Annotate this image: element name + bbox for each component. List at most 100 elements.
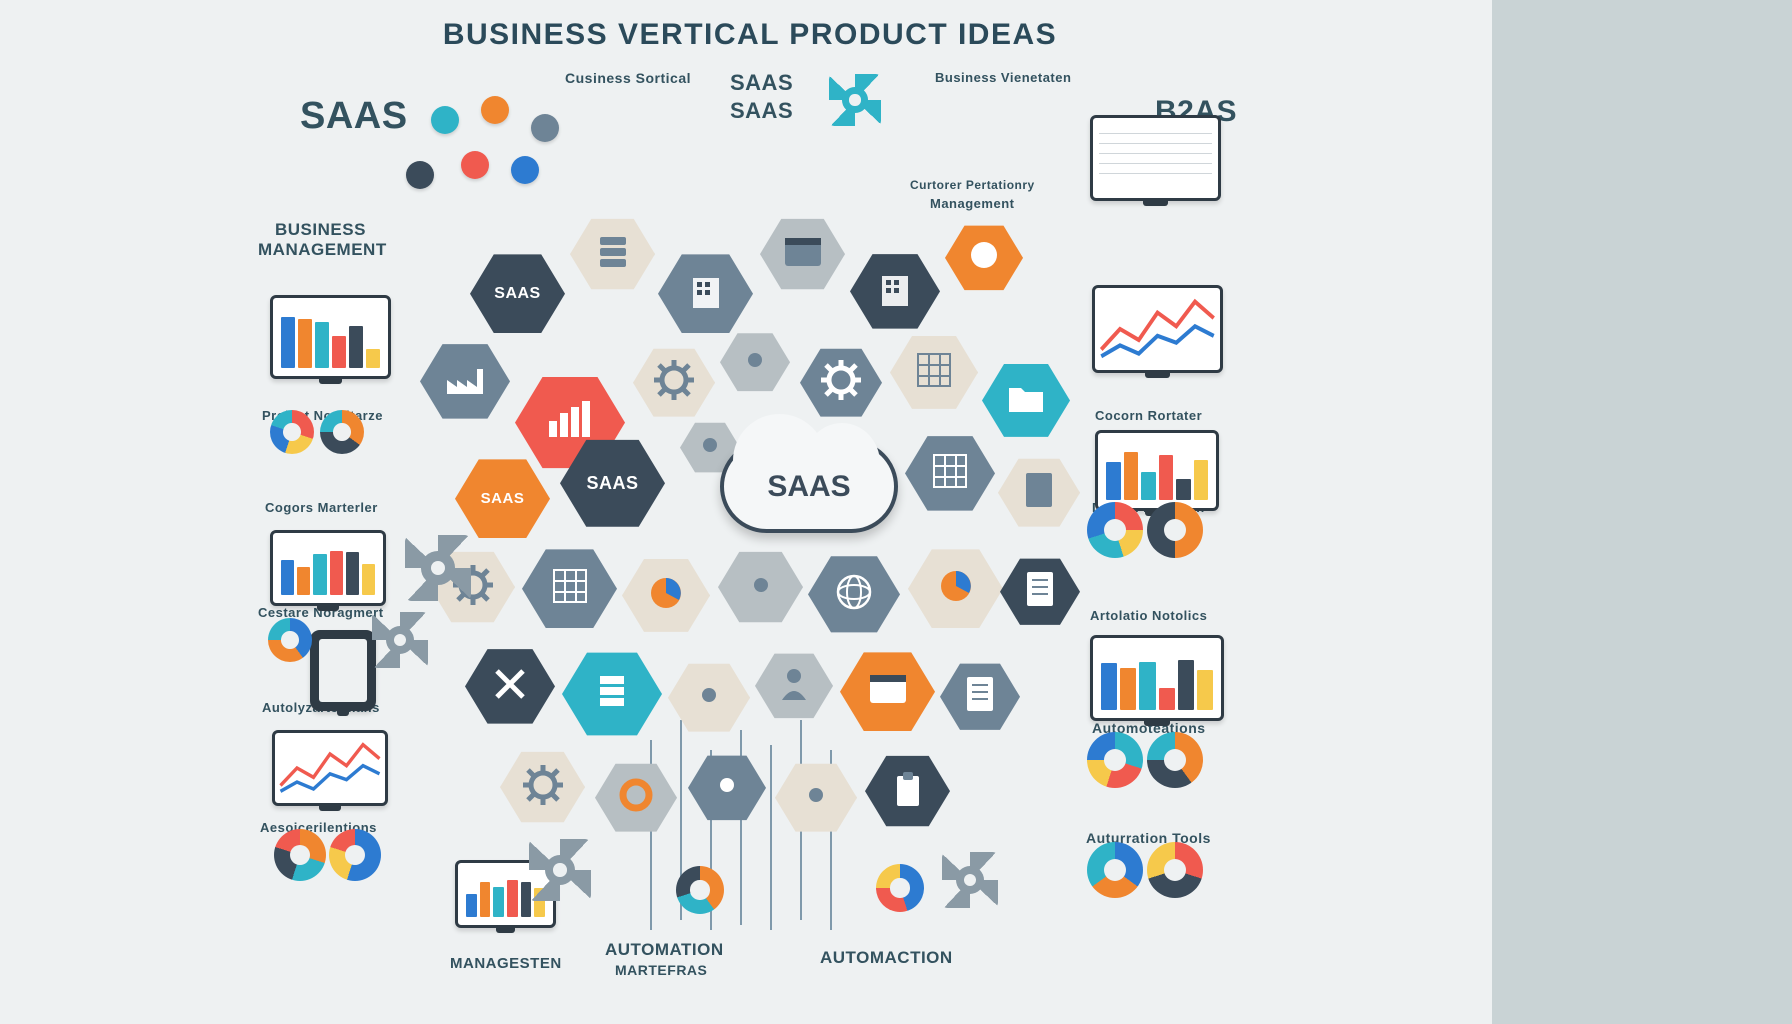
gear-icon (412, 542, 464, 594)
hex-tile-29 (840, 648, 935, 735)
hex-tile-25 (465, 645, 555, 728)
hex-tile-1 (570, 215, 655, 293)
donut-chart-9 (1087, 842, 1143, 898)
hex-tile-23 (908, 545, 1003, 632)
hex-tile-31 (500, 748, 585, 826)
globe-icon (834, 572, 874, 617)
hex-tile-24 (1000, 555, 1080, 629)
building-icon (876, 270, 914, 313)
bottom-label-2: AUTOMACTION (820, 948, 953, 968)
hex-tile-5 (945, 222, 1023, 294)
top-label-1: Cusiness Sortical (565, 70, 691, 86)
hex-tile-8 (633, 345, 715, 420)
hex-tile-12 (982, 360, 1070, 441)
hex-tile-34 (775, 760, 857, 835)
center-cloud-label: SAAS (767, 470, 850, 504)
dot-icon (700, 435, 720, 460)
dot-icon (745, 350, 765, 375)
gear-icon (523, 765, 563, 810)
gear-icon (378, 618, 422, 662)
hex-tile-21 (718, 548, 803, 626)
donut-chart-4 (329, 829, 381, 881)
top-label-6: Curtorer Pertationry (910, 178, 1035, 192)
gear-icon (835, 80, 875, 120)
hex-tile-32 (595, 760, 677, 835)
donut-chart-10 (1147, 842, 1203, 898)
mini-chart-dash-7 (1090, 635, 1224, 721)
factory-icon (445, 362, 485, 401)
gear-icon (948, 858, 992, 902)
hex-label-14: SAAS (586, 473, 638, 494)
connector-line-4 (770, 745, 772, 930)
badge-icon (968, 239, 1000, 276)
hex-tile-10 (800, 345, 882, 420)
doc-icon (1025, 570, 1055, 613)
dot-icon (717, 775, 737, 800)
network-node-1 (481, 96, 509, 124)
hex-tile-22 (808, 552, 900, 637)
donut-chart-6 (1147, 502, 1203, 558)
top-label-2: SAAS (730, 70, 793, 96)
building-icon (687, 272, 725, 315)
mini-chart-line-2 (1092, 285, 1223, 373)
right-label-0: Cocorn Rortater (1095, 408, 1202, 423)
hex-tile-28 (755, 650, 833, 722)
hex-label-13: SAAS (481, 490, 525, 507)
hex-tile-19 (522, 545, 617, 632)
mini-chart-mobile-5 (310, 630, 376, 711)
top-label-7: Management (930, 196, 1014, 211)
pie-icon (646, 573, 686, 618)
right-label-2: Artolatio Notolics (1090, 608, 1207, 623)
doc-icon (1024, 471, 1054, 514)
hex-tile-30 (940, 660, 1020, 734)
left-label-7: MANAGESTEN (450, 955, 562, 972)
person-icon (779, 666, 809, 705)
donut-chart-11 (676, 866, 724, 914)
donut-chart-1 (320, 410, 364, 454)
cross-icon (493, 667, 527, 706)
grid-icon (916, 352, 952, 393)
donut-chart-3 (274, 829, 326, 881)
donut-chart-2 (268, 618, 312, 662)
hex-tile-6 (420, 340, 510, 423)
bottom-label-0: AUTOMATION (605, 940, 724, 960)
mini-chart-spark-6 (272, 730, 388, 806)
left-label-3: Cogors Marterler (265, 500, 378, 515)
clip-icon (893, 770, 923, 813)
pie-icon (936, 566, 976, 611)
right-margin (1492, 0, 1792, 1024)
gear-icon (654, 360, 694, 405)
left-label-0: BUSINESS (275, 220, 366, 240)
mini-chart-table-1 (1090, 115, 1221, 201)
gear-icon (536, 846, 584, 894)
network-node-4 (511, 156, 539, 184)
hex-tile-0: SAAS (470, 250, 565, 337)
doc-icon (965, 675, 995, 718)
mini-chart-mixed-0 (270, 295, 391, 379)
center-cloud: SAAS (720, 440, 898, 533)
window-icon (783, 236, 823, 273)
hex-tile-16 (905, 432, 995, 515)
network-node-0 (431, 106, 459, 134)
bottom-label-1: MARTEFRAS (615, 962, 707, 978)
stack-icon (594, 672, 630, 717)
hex-tile-2 (658, 250, 753, 337)
dot-icon (751, 575, 771, 600)
grid-icon (552, 568, 588, 609)
mini-chart-bars-3 (270, 530, 386, 606)
dot-icon (806, 785, 826, 810)
dot-icon (699, 685, 719, 710)
donut-chart-7 (1087, 732, 1143, 788)
network-node-3 (461, 151, 489, 179)
main-title: BUSINESS VERTICAL PRODUCT IDEAS (0, 18, 1500, 52)
donut-chart-5 (1087, 502, 1143, 558)
hex-tile-3 (760, 215, 845, 293)
hex-tile-26 (562, 648, 662, 740)
hex-tile-4 (850, 250, 940, 333)
top-label-4: Business Vienetaten (935, 70, 1071, 85)
donut-icon (618, 777, 654, 818)
hex-tile-11 (890, 332, 978, 413)
folder-icon (1007, 382, 1045, 419)
mini-chart-mixed-4 (1095, 430, 1219, 511)
server-icon (594, 233, 632, 276)
